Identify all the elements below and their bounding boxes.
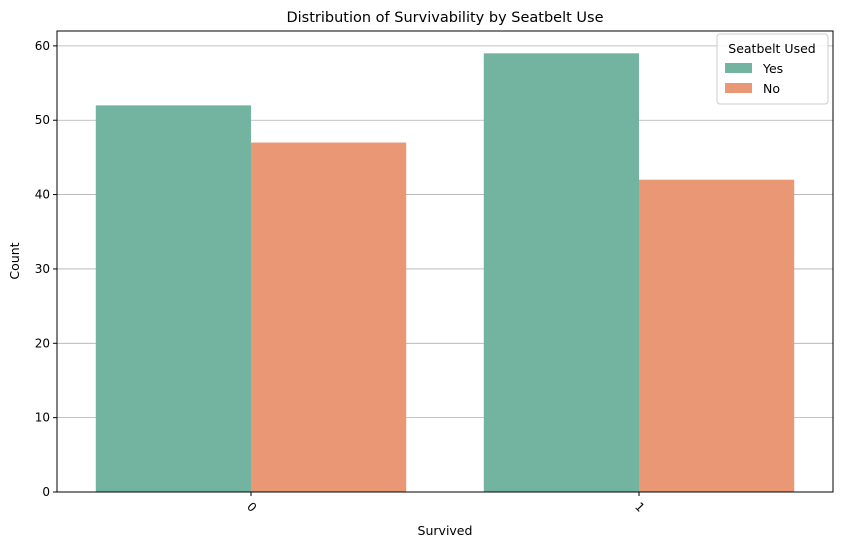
legend-items: Yes No [725, 61, 783, 96]
y-axis: 0 10 20 30 40 50 60 [35, 39, 57, 499]
x-axis-label: Survived [418, 523, 473, 538]
legend-label-yes: Yes [762, 61, 783, 76]
y-tick-label-6: 60 [35, 39, 50, 53]
legend-swatch-no [725, 83, 752, 93]
legend: Seatbelt Used Yes No [716, 33, 829, 105]
y-tick-label-2: 20 [35, 336, 50, 350]
legend-title: Seatbelt Used [728, 41, 815, 56]
bar-no-0 [251, 142, 407, 492]
legend-swatch-yes [725, 63, 752, 73]
x-tick-label-0: 0 [244, 500, 259, 515]
y-tick-label-3: 30 [35, 262, 50, 276]
plot-frame [56, 30, 834, 493]
legend-label-no: No [763, 81, 780, 96]
y-tick-label-4: 40 [35, 188, 50, 202]
x-tick-label-1: 1 [632, 500, 647, 515]
bar-yes-1 [483, 53, 639, 492]
bar-no-1 [639, 179, 795, 493]
y-tick-label-5: 50 [35, 113, 50, 127]
y-tick-label-1: 10 [35, 411, 50, 425]
y-axis-label: Count [7, 242, 22, 279]
bar-yes-0 [95, 105, 251, 493]
chart-title: Distribution of Survivability by Seatbel… [286, 10, 603, 26]
y-tick-label-0: 0 [42, 485, 50, 499]
bars [95, 53, 795, 493]
